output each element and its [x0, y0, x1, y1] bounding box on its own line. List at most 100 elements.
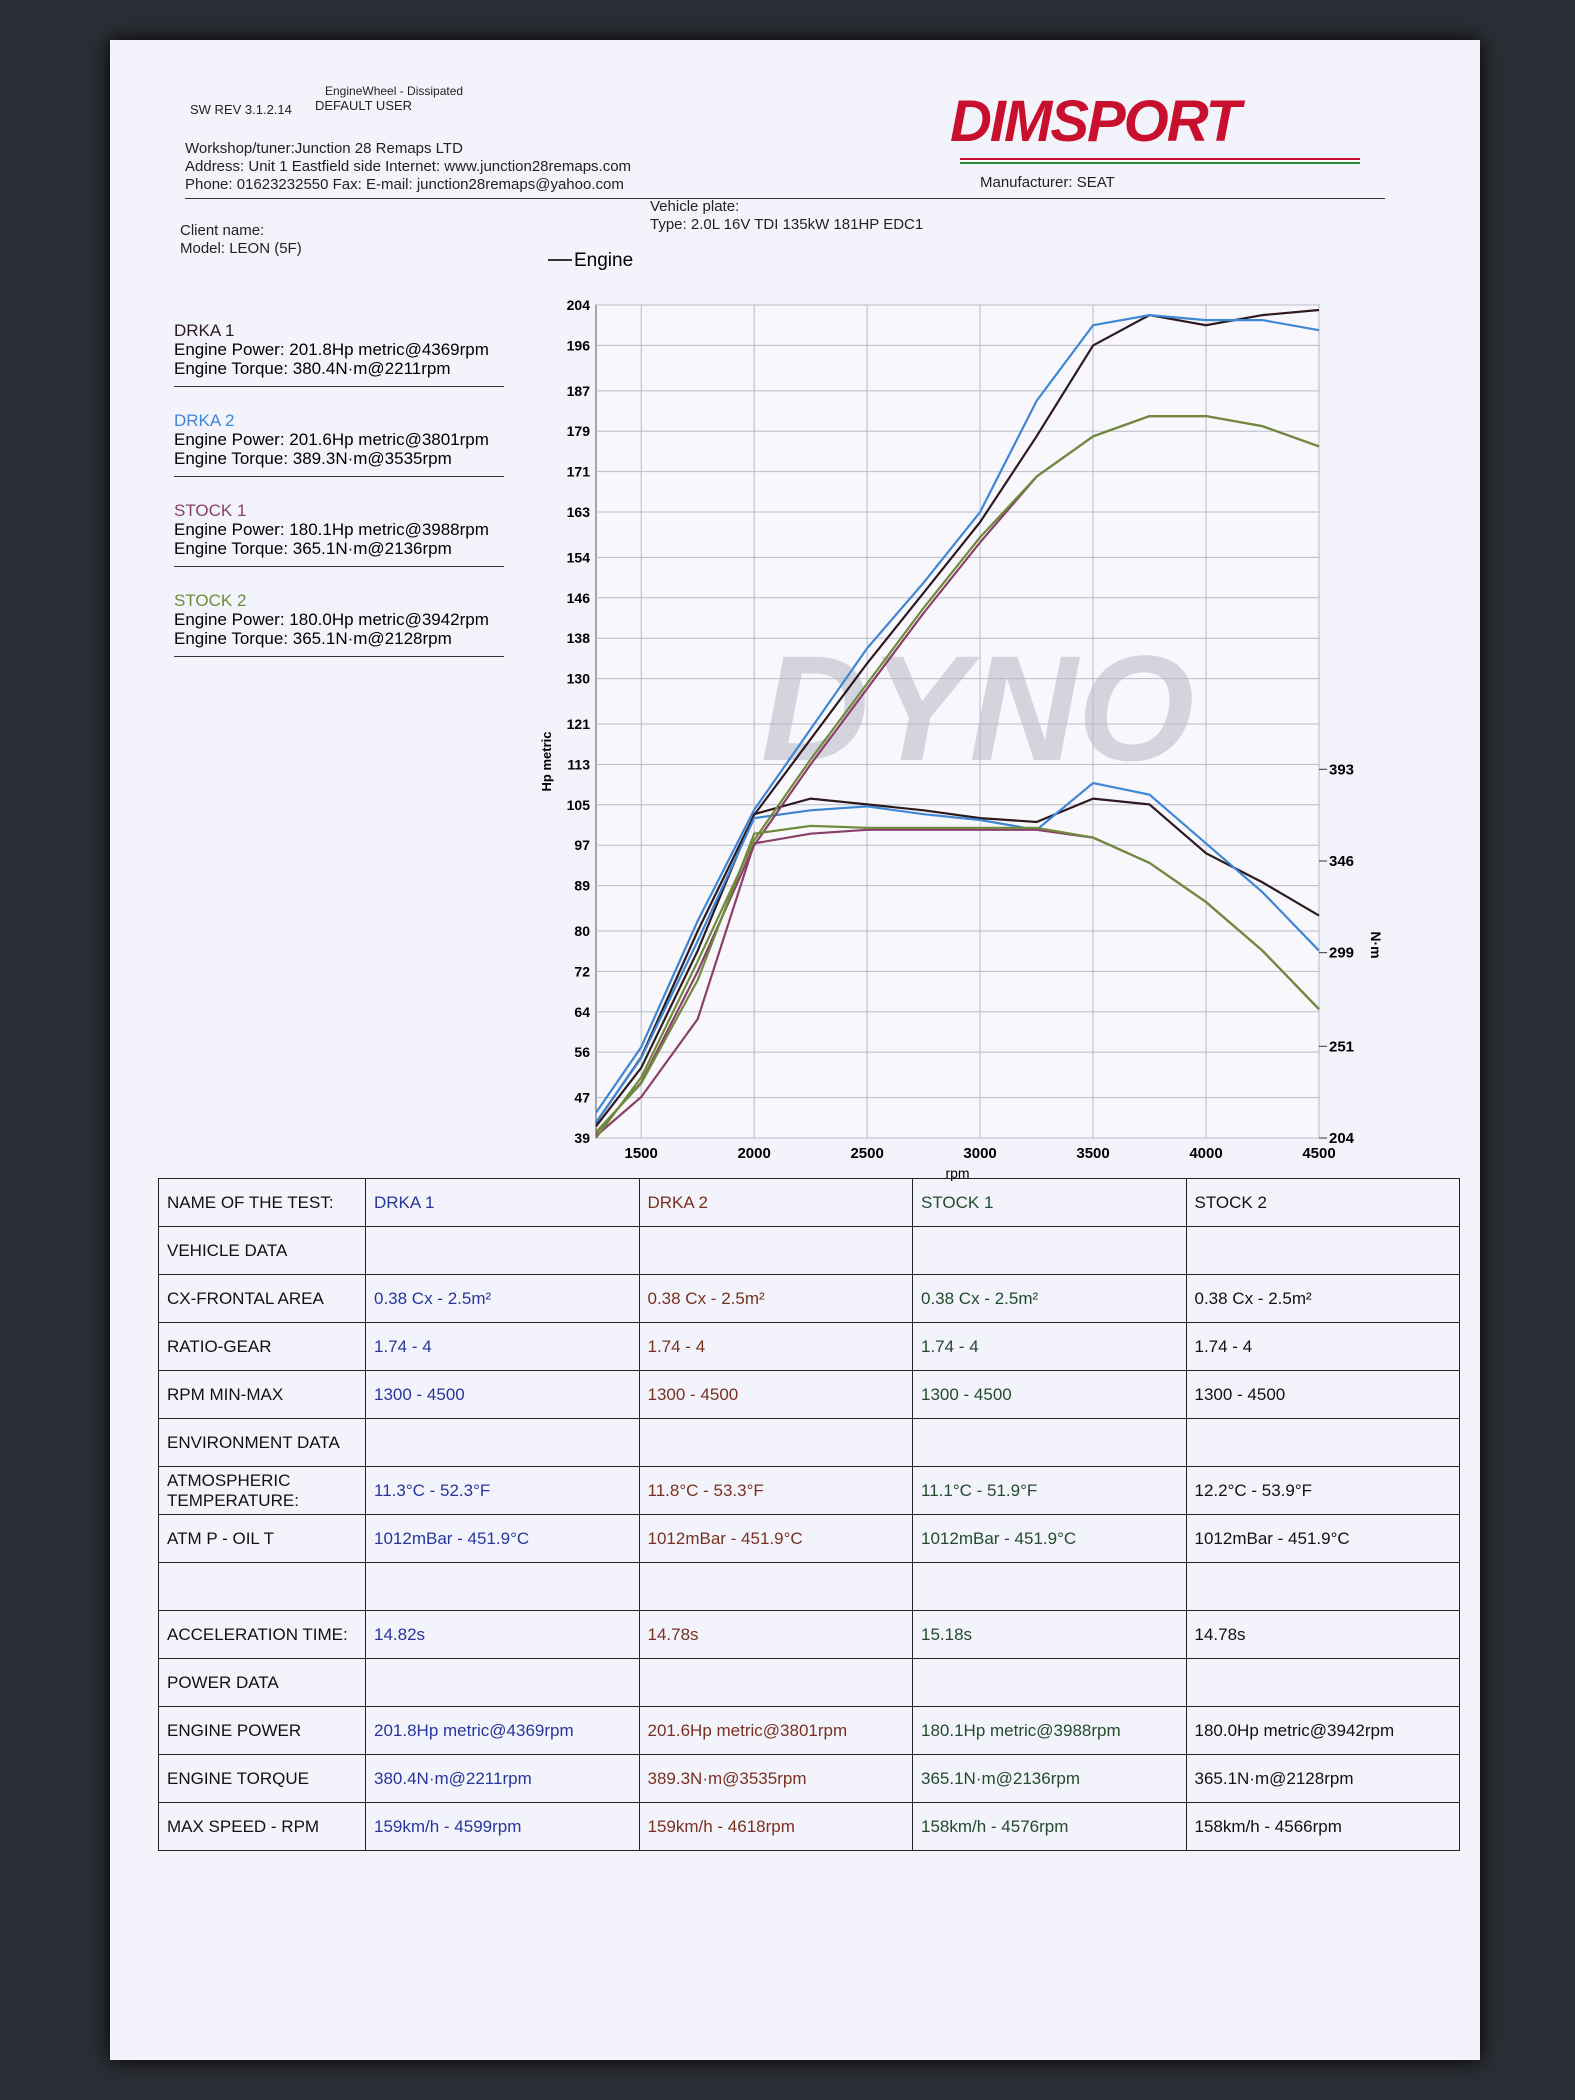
run-name: DRKA 2	[174, 411, 235, 430]
table-cell: 1.74 - 4	[365, 1322, 640, 1371]
table-cell: 158km/h - 4576rpm	[912, 1802, 1187, 1851]
address: Address: Unit 1 Eastfield side Internet:…	[185, 158, 632, 175]
table-cell: STOCK 2	[1185, 1178, 1460, 1227]
table-cell	[912, 1418, 1187, 1467]
table-row: MAX SPEED - RPM 159km/h - 4599rpm 159km/h …	[158, 1802, 1460, 1851]
legend-label: Engine	[574, 250, 633, 271]
table-cell: 1012mBar - 451.9°C	[365, 1514, 640, 1563]
table-cell: VEHICLE DATA	[158, 1226, 366, 1275]
table-cell: 0.38 Cx - 2.5m²	[365, 1274, 640, 1323]
test-table: NAME OF THE TEST: DRKA 1 DRKA 2 STOCK 1 STOC…	[158, 1178, 1460, 1851]
torque-line	[595, 824, 1320, 1133]
result-block: DRKA 1 Engine Power: 201.8Hp metric@4369r…	[174, 321, 504, 387]
y-tick-label: 39	[574, 1130, 590, 1146]
y2-tick-label: 251	[1329, 1038, 1354, 1055]
table-row: RPM MIN-MAX 1300 - 4500 1300 - 4500 1300 - …	[158, 1370, 1460, 1419]
run-power: Engine Power: 180.0Hp metric@3942rpm	[174, 610, 489, 629]
table-cell: 15.18s	[912, 1610, 1187, 1659]
table-cell: 180.1Hp metric@3988rpm	[912, 1706, 1187, 1755]
table-cell: 0.38 Cx - 2.5m²	[1185, 1274, 1460, 1323]
power-line	[595, 313, 1320, 1114]
run-power: Engine Power: 201.6Hp metric@3801rpm	[174, 430, 489, 449]
y-tick-label: 130	[567, 671, 591, 687]
table-cell	[365, 1658, 640, 1707]
table-cell: DRKA 1	[365, 1178, 640, 1227]
table-cell: 1300 - 4500	[638, 1370, 913, 1419]
run-torque: Engine Torque: 365.1N·m@2128rpm	[174, 629, 452, 648]
run-name: STOCK 1	[174, 501, 247, 520]
model: Model: LEON (5F)	[180, 240, 302, 257]
y-tick-label: 138	[567, 630, 591, 646]
workshop: Workshop/tuner:Junction 28 Remaps LTD	[185, 140, 463, 157]
table-cell: 14.78s	[1185, 1610, 1460, 1659]
table-cell: STOCK 1	[912, 1178, 1187, 1227]
table-cell: 0.38 Cx - 2.5m²	[912, 1274, 1187, 1323]
x-tick-label: 2000	[737, 1145, 770, 1162]
torque-line	[595, 781, 1320, 1124]
manufacturer: Manufacturer: SEAT	[980, 174, 1115, 191]
y-tick-label: 204	[567, 297, 591, 313]
table-row	[158, 1562, 1460, 1611]
result-block: STOCK 1 Engine Power: 180.1Hp metric@3988…	[174, 501, 504, 567]
table-cell	[365, 1226, 640, 1275]
table-cell: 11.1°C - 51.9°F	[912, 1466, 1187, 1515]
table-cell: POWER DATA	[158, 1658, 366, 1707]
table-cell: ATM P - OIL T	[158, 1514, 366, 1563]
table-cell: 1.74 - 4	[638, 1322, 913, 1371]
table-cell: DRKA 2	[638, 1178, 913, 1227]
y-tick-label: 97	[574, 837, 590, 853]
table-cell	[638, 1562, 913, 1611]
table-cell: CX-FRONTAL AREA	[158, 1274, 366, 1323]
y-tick-label: 47	[574, 1090, 590, 1106]
table-row: NAME OF THE TEST: DRKA 1 DRKA 2 STOCK 1 STOC…	[158, 1178, 1460, 1227]
table-cell: 14.82s	[365, 1610, 640, 1659]
table-cell: ACCELERATION TIME:	[158, 1610, 366, 1659]
table-row: CX-FRONTAL AREA 0.38 Cx - 2.5m² 0.38 Cx - …	[158, 1274, 1460, 1323]
table-cell	[1185, 1658, 1460, 1707]
table-cell	[1185, 1562, 1460, 1611]
table-row: ATMOSPHERIC TEMPERATURE: 11.3°C - 52.3°F 1…	[158, 1466, 1460, 1515]
y-tick-label: 64	[574, 1004, 590, 1020]
table-row: ENGINE TORQUE 380.4N·m@2211rpm 389.3N·m@35…	[158, 1754, 1460, 1803]
table-row: ACCELERATION TIME: 14.82s 14.78s 15.18s 14.7…	[158, 1610, 1460, 1659]
x-axis-label: rpm	[945, 1165, 969, 1181]
y-tick-label: 196	[567, 337, 591, 353]
y-tick-label: 187	[567, 383, 591, 399]
table-cell: 365.1N·m@2136rpm	[912, 1754, 1187, 1803]
table-cell: RPM MIN-MAX	[158, 1370, 366, 1419]
table-row: ENVIRONMENT DATA	[158, 1418, 1460, 1467]
table-cell	[638, 1226, 913, 1275]
run-torque: Engine Torque: 389.3N·m@3535rpm	[174, 449, 452, 468]
table-cell	[365, 1562, 640, 1611]
result-block: STOCK 2 Engine Power: 180.0Hp metric@3942…	[174, 591, 504, 657]
y-tick-label: 56	[574, 1044, 590, 1060]
y2-tick-label: 204	[1329, 1130, 1355, 1147]
y2-tick-label: 299	[1329, 945, 1354, 962]
run-name: STOCK 2	[174, 591, 247, 610]
table-cell: 1012mBar - 451.9°C	[912, 1514, 1187, 1563]
table-cell: 365.1N·m@2128rpm	[1185, 1754, 1460, 1803]
run-power: Engine Power: 201.8Hp metric@4369rpm	[174, 340, 489, 359]
table-cell: 1.74 - 4	[1185, 1322, 1460, 1371]
table-cell: 159km/h - 4599rpm	[365, 1802, 640, 1851]
logo-stripe	[960, 158, 1360, 164]
y-tick-label: 113	[567, 756, 590, 772]
table-cell: NAME OF THE TEST:	[158, 1178, 366, 1227]
y-tick-label: 154	[567, 549, 591, 565]
plate: Vehicle plate:	[650, 198, 740, 215]
table-cell: 389.3N·m@3535rpm	[638, 1754, 913, 1803]
table-cell	[158, 1562, 366, 1611]
user: DEFAULT USER	[315, 98, 413, 113]
table-cell	[912, 1658, 1187, 1707]
y-tick-label: 171	[567, 464, 591, 480]
table-cell	[638, 1418, 913, 1467]
client: Client name:	[180, 222, 265, 239]
table-row: RATIO-GEAR 1.74 - 4 1.74 - 4 1.74 - 4 1.74 -…	[158, 1322, 1460, 1371]
table-cell: 0.38 Cx - 2.5m²	[638, 1274, 913, 1323]
y2-tick-label: 393	[1329, 761, 1354, 778]
table-cell: 1300 - 4500	[912, 1370, 1187, 1419]
x-tick-label: 2500	[850, 1145, 883, 1162]
plot-area	[595, 304, 1320, 1139]
table-row: ENGINE POWER 201.8Hp metric@4369rpm 201.6H…	[158, 1706, 1460, 1755]
